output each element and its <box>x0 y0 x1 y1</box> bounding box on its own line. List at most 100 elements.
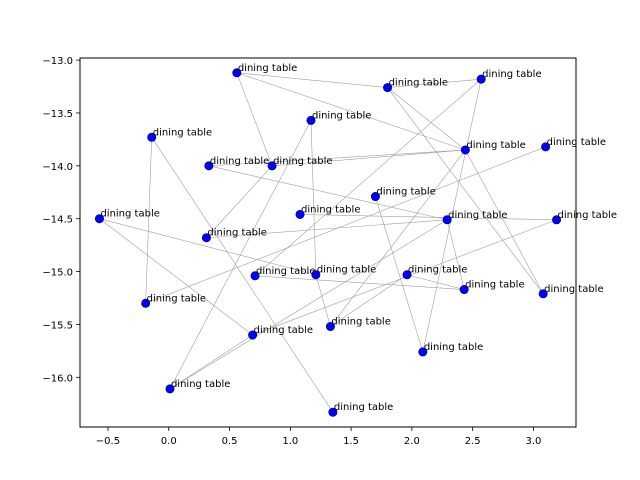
point-label-19: dining table <box>544 284 603 295</box>
point-label-8: dining table <box>273 156 332 167</box>
point-label-20: dining table <box>147 293 206 304</box>
y-tick-label: −13.0 <box>42 56 73 67</box>
data-point-18 <box>459 285 469 295</box>
plot-frame <box>79 57 577 428</box>
data-point-11 <box>94 214 104 224</box>
point-label-1: dining table <box>389 78 448 89</box>
points-layer <box>94 68 562 417</box>
y-tick-label: −15.5 <box>42 320 73 331</box>
edge-line-6 <box>254 78 482 277</box>
data-point-0 <box>232 68 242 78</box>
data-point-8 <box>267 161 277 171</box>
y-tick-label: −15.0 <box>42 268 73 279</box>
edge-line-11 <box>208 165 448 221</box>
edge-line-12 <box>272 149 466 167</box>
point-label-10: dining table <box>301 204 360 215</box>
point-label-21: dining table <box>331 317 390 328</box>
edge-line-19 <box>206 219 448 239</box>
data-point-6 <box>460 145 470 155</box>
point-label-13: dining table <box>558 210 617 221</box>
edge-line-5 <box>422 79 482 352</box>
edge-line-8 <box>145 137 153 304</box>
point-label-18: dining table <box>465 280 524 291</box>
point-label-9: dining table <box>376 187 435 198</box>
data-point-7 <box>204 161 214 171</box>
data-point-9 <box>370 192 380 202</box>
x-tick-label: 0.5 <box>222 436 238 447</box>
point-label-2: dining table <box>482 69 541 80</box>
edge-line-17 <box>99 218 253 336</box>
edge-line-20 <box>310 120 317 275</box>
point-label-22: dining table <box>254 325 313 336</box>
data-point-3 <box>306 115 316 125</box>
edge-line-27 <box>145 146 546 304</box>
edges-layer <box>99 72 557 413</box>
x-tick-label: −0.5 <box>96 436 120 447</box>
point-label-16: dining table <box>256 266 315 277</box>
data-point-17 <box>402 270 412 280</box>
point-label-11: dining table <box>100 209 159 220</box>
point-label-3: dining table <box>312 110 371 121</box>
x-tick-label: 2.0 <box>404 436 420 447</box>
data-point-14 <box>201 233 211 243</box>
data-point-1 <box>383 83 393 93</box>
edge-line-18 <box>446 219 465 290</box>
point-label-12: dining table <box>448 210 507 221</box>
data-point-19 <box>538 289 548 299</box>
point-label-23: dining table <box>424 342 483 353</box>
edge-line-0 <box>236 72 466 151</box>
point-label-0: dining table <box>238 63 297 74</box>
data-point-23 <box>418 347 428 357</box>
x-tick-label: 2.5 <box>465 436 481 447</box>
x-axis: −0.5 0.0 0.5 1.0 1.5 2.0 2.5 3.0 <box>96 427 541 447</box>
edge-line-1 <box>236 72 388 88</box>
y-tick-label: −14.0 <box>42 162 73 173</box>
x-tick-label: 1.0 <box>282 436 298 447</box>
edge-line-4 <box>387 87 466 151</box>
data-point-12 <box>442 215 452 225</box>
edge-line-9 <box>151 137 334 413</box>
point-label-15: dining table <box>317 265 376 276</box>
edge-line-22 <box>255 275 465 290</box>
edge-line-7 <box>169 120 312 390</box>
y-tick-label: −16.0 <box>42 373 73 384</box>
point-label-7: dining table <box>210 156 269 167</box>
y-tick-label: −14.5 <box>42 215 73 226</box>
edge-line-24 <box>406 274 465 290</box>
data-point-21 <box>325 322 335 332</box>
point-label-4: dining table <box>153 127 212 138</box>
point-label-6: dining table <box>466 140 525 151</box>
data-point-4 <box>147 132 157 142</box>
point-label-17: dining table <box>408 265 467 276</box>
data-point-24 <box>165 384 175 394</box>
point-label-25: dining table <box>334 402 393 413</box>
data-point-13 <box>552 215 562 225</box>
edge-line-15 <box>300 214 557 221</box>
edge-line-13 <box>206 165 273 238</box>
x-tick-label: 0.0 <box>161 436 177 447</box>
data-point-15 <box>311 270 321 280</box>
y-tick-label: −13.5 <box>42 109 73 120</box>
edge-line-16 <box>99 218 316 276</box>
data-point-20 <box>141 298 151 308</box>
edge-line-23 <box>330 274 408 327</box>
edge-line-10 <box>208 149 466 167</box>
data-point-22 <box>248 330 258 340</box>
x-tick-label: 3.0 <box>525 436 541 447</box>
point-label-14: dining table <box>207 228 266 239</box>
edge-line-3 <box>387 78 482 88</box>
data-point-5 <box>541 142 551 152</box>
point-label-24: dining table <box>171 379 230 390</box>
edge-line-26 <box>465 149 544 294</box>
data-point-2 <box>476 74 486 84</box>
edge-line-21 <box>315 274 331 327</box>
edge-line-2 <box>236 72 273 166</box>
x-tick-label: 1.5 <box>343 436 359 447</box>
edge-line-31 <box>169 219 448 390</box>
data-point-25 <box>328 407 338 417</box>
edge-line-30 <box>169 334 253 390</box>
edge-line-14 <box>375 196 424 353</box>
edge-line-25 <box>387 87 544 294</box>
